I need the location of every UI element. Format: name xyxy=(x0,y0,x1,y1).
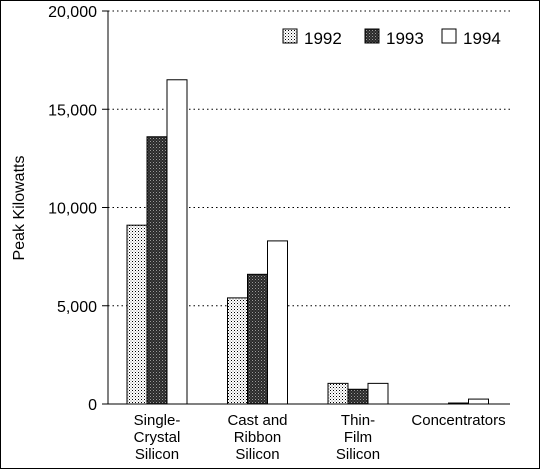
x-category-label: Single-Crystal Silicon xyxy=(134,412,181,463)
legend-label-1992: 1992 xyxy=(304,29,342,48)
legend-label-1993: 1993 xyxy=(386,29,424,48)
y-tick-labels: 0 5,000 10,000 15,000 20,000 xyxy=(48,4,97,414)
x-category-label: Concentrators xyxy=(411,412,505,429)
y-axis-label: Peak Kilowatts xyxy=(11,156,28,261)
bar-1994 xyxy=(166,79,188,405)
legend: 1992 1993 1994 xyxy=(282,28,501,48)
bar-1994 xyxy=(367,382,389,405)
y-tick-label: 10,000 xyxy=(48,201,97,218)
legend-swatch-1993 xyxy=(364,28,380,44)
bar-1994 xyxy=(468,398,489,405)
bar-1992 xyxy=(126,224,148,405)
bar-1993 xyxy=(247,273,268,405)
y-tick-label: 20,000 xyxy=(48,4,97,21)
y-tick-label: 5,000 xyxy=(57,299,97,316)
x-category-labels: Single-Crystal Silicon Cast and Ribbon Silic… xyxy=(134,412,506,463)
legend-swatch-1992 xyxy=(282,28,298,44)
legend-label-1994: 1994 xyxy=(463,29,501,48)
bar-1992 xyxy=(327,382,349,405)
bars xyxy=(126,79,489,405)
bar-1992 xyxy=(227,297,248,405)
axes xyxy=(102,10,510,405)
y-tick-label: 15,000 xyxy=(48,102,97,119)
bar-1993 xyxy=(347,388,369,405)
y-tick-label: 0 xyxy=(88,397,97,414)
x-category-label: Thin-Film Silicon xyxy=(336,412,380,463)
x-category-label: Cast and Ribbon Silicon xyxy=(227,412,287,463)
legend-swatch-1994 xyxy=(441,28,457,44)
bar-1994 xyxy=(267,240,288,405)
bar-1993 xyxy=(146,136,168,405)
